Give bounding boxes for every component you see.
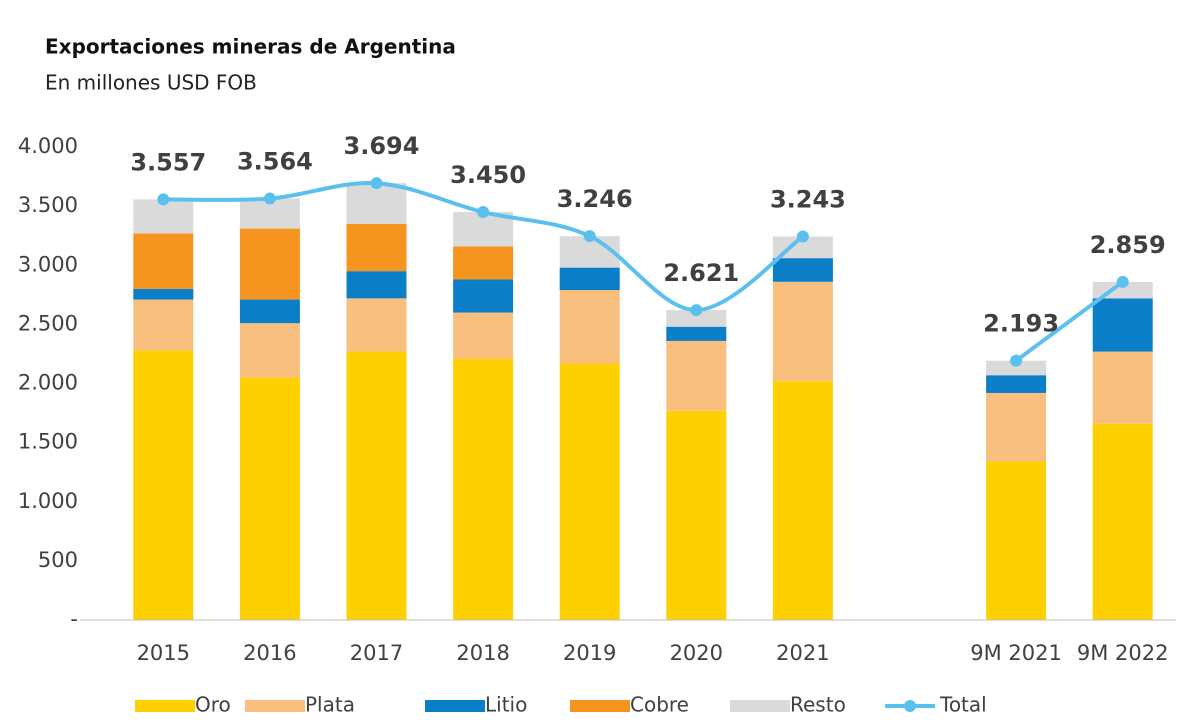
bar-segment <box>666 410 727 620</box>
legend-swatch <box>135 700 195 712</box>
total-point <box>583 230 596 243</box>
y-tick-label: 2.000 <box>18 371 78 395</box>
total-point <box>157 193 170 206</box>
y-tick-label: 3.500 <box>18 193 78 217</box>
bar-segment <box>239 228 300 300</box>
chart-title: Exportaciones mineras de Argentina <box>45 35 456 59</box>
data-label: 3.694 <box>344 132 420 160</box>
bar-segment <box>559 267 620 291</box>
bar-segment <box>453 246 514 280</box>
bar-segment <box>666 310 727 327</box>
bar-segment <box>986 392 1047 462</box>
bar-segment <box>133 350 194 620</box>
bar-segment <box>772 258 833 282</box>
total-point <box>1116 275 1129 288</box>
data-label: 3.450 <box>450 161 526 189</box>
y-tick-label: - <box>70 607 78 631</box>
data-label: 2.859 <box>1090 231 1166 259</box>
total-point <box>690 304 703 317</box>
bar-segment <box>986 461 1047 620</box>
data-label: 3.246 <box>557 185 633 213</box>
total-line <box>163 180 1124 363</box>
data-label: 2.621 <box>663 259 739 287</box>
total-point <box>796 230 809 243</box>
bar-segment <box>239 299 300 324</box>
bar-segment <box>346 271 407 299</box>
legend-label: Oro <box>195 693 231 717</box>
bar-segment <box>239 323 300 378</box>
total-point <box>477 206 490 219</box>
bar-segment <box>772 381 833 620</box>
legend-label: Total <box>939 693 987 717</box>
chart-subtitle: En millones USD FOB <box>45 71 257 95</box>
x-tick-label: 2020 <box>670 641 723 665</box>
legend-label: Resto <box>790 693 846 717</box>
bar-segment <box>986 360 1047 376</box>
y-tick-label: 500 <box>38 548 78 572</box>
bar-segment <box>346 351 407 620</box>
total-point <box>370 177 383 190</box>
data-label: 3.557 <box>130 148 206 176</box>
legend-label: Cobre <box>630 693 689 717</box>
bar-segment <box>986 375 1047 393</box>
x-tick-label: 2016 <box>243 641 296 665</box>
y-tick-label: 1.500 <box>18 430 78 454</box>
y-tick-label: 4.000 <box>18 134 78 158</box>
bar-segment <box>133 233 194 289</box>
bar-segment <box>559 363 620 620</box>
bar-segment <box>1092 298 1153 352</box>
bar-segment <box>1092 423 1153 620</box>
bar-segment <box>559 290 620 364</box>
x-tick-label: 2019 <box>563 641 616 665</box>
bar-segment <box>453 279 514 313</box>
bar-segment <box>133 288 194 300</box>
x-tick-label: 2018 <box>456 641 509 665</box>
bar-segment <box>666 326 727 341</box>
bar-segment <box>239 377 300 620</box>
bar-segment <box>772 236 833 259</box>
bar-segment <box>346 298 407 352</box>
bar-segment <box>453 312 514 359</box>
legend-point <box>904 700 916 712</box>
x-tick-label: 2015 <box>137 641 190 665</box>
y-tick-label: 1.000 <box>18 489 78 513</box>
x-tick-label: 9M 2021 <box>970 641 1062 665</box>
data-label: 3.243 <box>770 186 846 214</box>
total-point <box>263 192 276 205</box>
bar-segment <box>1092 351 1153 424</box>
legend-label: Plata <box>305 693 355 717</box>
bar-segment <box>772 281 833 382</box>
bar-segment <box>453 358 514 620</box>
x-tick-label: 9M 2022 <box>1077 641 1169 665</box>
data-label: 3.564 <box>237 148 313 176</box>
bar-segment <box>133 299 194 351</box>
legend-swatch <box>730 700 790 712</box>
bar-segment <box>346 223 407 272</box>
legend-swatch <box>425 700 485 712</box>
x-tick-label: 2021 <box>776 641 829 665</box>
total-point <box>1010 354 1023 367</box>
y-tick-label: 3.000 <box>18 252 78 276</box>
data-label: 2.193 <box>983 310 1059 338</box>
bar-segment <box>346 183 407 224</box>
legend-swatch <box>570 700 630 712</box>
legend-swatch <box>245 700 305 712</box>
x-tick-label: 2017 <box>350 641 403 665</box>
bar-segment <box>666 340 727 411</box>
legend-label: Litio <box>485 693 527 717</box>
y-tick-label: 2.500 <box>18 311 78 335</box>
